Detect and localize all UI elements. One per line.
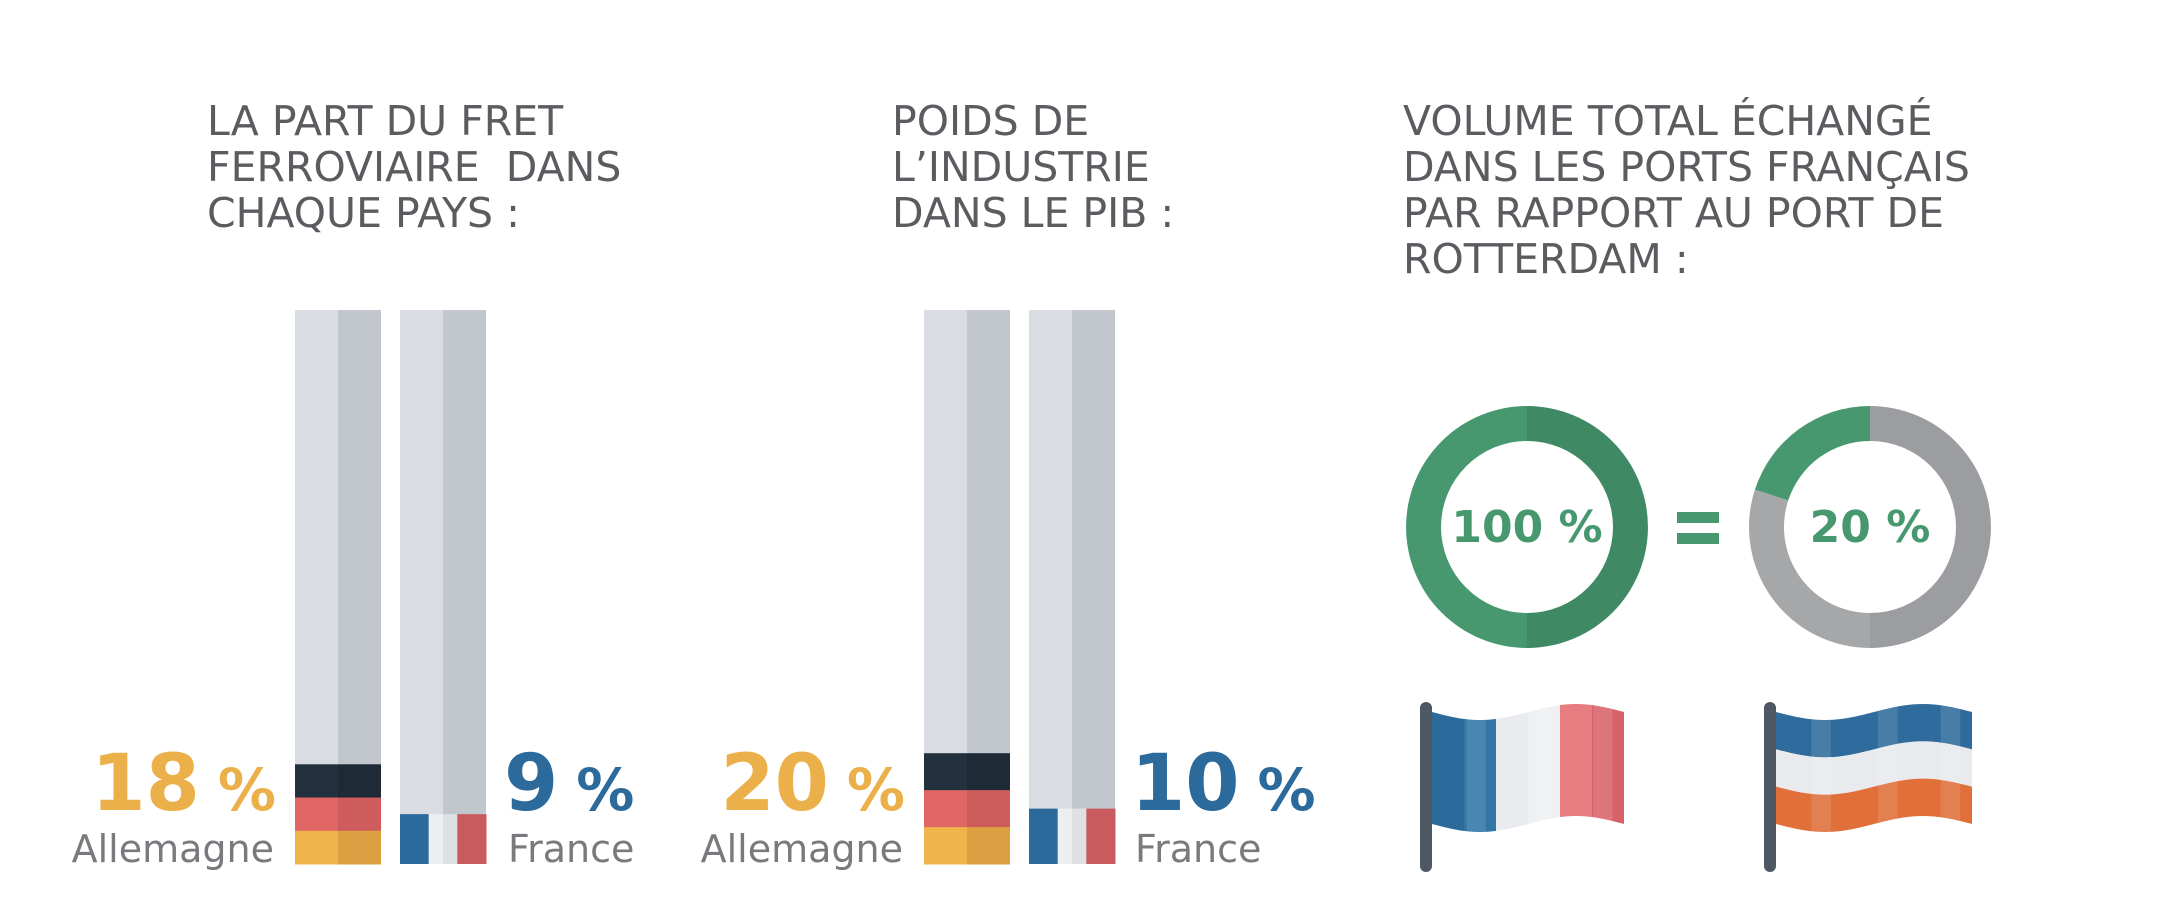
bar-track-shade xyxy=(443,310,486,864)
title-industry-gdp: POIDS DE L’INDUSTRIE DANS LE PIB : xyxy=(892,98,1174,236)
country-label-allemagne: Allemagne xyxy=(701,827,903,871)
netherlands-flag-icon xyxy=(1764,702,1972,872)
flag-stripe xyxy=(1496,712,1528,831)
value-unit: % xyxy=(218,756,276,824)
value-unit: % xyxy=(576,756,634,824)
flag-fold xyxy=(1940,704,1961,832)
flag-stripe xyxy=(428,814,458,864)
equals-sign: = xyxy=(1677,512,1719,544)
bar-track xyxy=(400,310,443,864)
equals-bar xyxy=(1677,533,1719,544)
flag-stripe xyxy=(967,753,1010,791)
donut-remainder xyxy=(1870,406,1991,648)
flag-stripe xyxy=(1776,704,1972,758)
flag-stripe xyxy=(1029,808,1059,864)
flag-stripe xyxy=(1776,741,1972,795)
value-unit: % xyxy=(847,756,905,824)
flag-stripe xyxy=(1592,705,1624,824)
flag-stripe xyxy=(1528,705,1560,824)
donut-slice xyxy=(1406,406,1527,648)
flag-stripe xyxy=(1086,808,1116,864)
flag-stripe xyxy=(924,753,967,791)
donut-label: 100 % xyxy=(1451,502,1602,553)
france-flag-icon xyxy=(1420,702,1624,872)
title-line: FERROVIAIRE DANS xyxy=(207,143,622,191)
donut-0: 100 % xyxy=(1406,406,1648,648)
flag-pole xyxy=(1764,702,1776,872)
title-line: CHAQUE PAYS : xyxy=(207,189,520,237)
value-number: 20 xyxy=(720,739,829,829)
title-line: PAR RAPPORT AU PORT DE xyxy=(1403,189,1944,237)
country-label-france: France xyxy=(1135,827,1261,871)
flag-stripe xyxy=(338,764,381,799)
donut-remainder xyxy=(1748,489,1870,648)
value-label-france: 10% xyxy=(1131,739,1316,829)
flag-shade xyxy=(443,814,486,864)
title-line: ROTTERDAM : xyxy=(1403,235,1689,283)
flag-fold xyxy=(1877,704,1898,832)
flag-stripe xyxy=(1432,712,1464,831)
flag-stripe xyxy=(967,790,1010,828)
flag-stripe xyxy=(457,814,487,864)
flag-stripe xyxy=(338,797,381,832)
value-label-allemagne: 18% xyxy=(91,739,276,829)
flag-fold xyxy=(1466,704,1486,832)
flag-stripe xyxy=(1776,778,1972,832)
value-label-allemagne: 20% xyxy=(720,739,905,829)
flag-stripe xyxy=(1464,718,1496,832)
title-line: VOLUME TOTAL ÉCHANGÉ xyxy=(1403,97,1933,145)
flag-stripe xyxy=(295,764,338,799)
bar-track-shade xyxy=(1072,310,1115,864)
equals-bar xyxy=(1677,512,1719,523)
title-line: DANS LE PIB : xyxy=(892,189,1175,237)
value-number: 9 xyxy=(504,739,558,829)
donut-slice xyxy=(1527,406,1648,648)
title-ports-volume: VOLUME TOTAL ÉCHANGÉ DANS LES PORTS FRANÇ… xyxy=(1403,98,1970,282)
bar-france xyxy=(400,310,487,864)
bar-track xyxy=(1029,310,1072,864)
flag-stripe xyxy=(1057,808,1087,864)
title-rail-freight: LA PART DU FRET FERROVIAIRE DANS CHAQUE PA… xyxy=(207,98,621,236)
flag-fold xyxy=(1811,704,1831,832)
flag-stripe xyxy=(295,797,338,832)
title-line: L’INDUSTRIE xyxy=(892,143,1150,191)
country-label-france: France xyxy=(508,827,634,871)
flag-fold xyxy=(1593,704,1613,832)
bar-allemagne xyxy=(924,310,1010,865)
flag-pole xyxy=(1420,702,1432,872)
donut-slice xyxy=(1754,406,1870,501)
value-unit: % xyxy=(1258,756,1316,824)
flag-stripe xyxy=(967,827,1010,865)
title-line: DANS LES PORTS FRANÇAIS xyxy=(1403,143,1970,191)
country-label-allemagne: Allemagne xyxy=(72,827,274,871)
bar-allemagne xyxy=(295,310,381,865)
flag-stripe xyxy=(1560,704,1592,818)
flag-stripe xyxy=(338,830,381,865)
donut-1: 20 % xyxy=(1748,406,1991,648)
bar-france xyxy=(1029,310,1116,864)
donut-chart: 100 % 20 % = xyxy=(1406,406,1991,648)
flag-fold xyxy=(1531,704,1552,832)
flag-stripe xyxy=(400,814,430,864)
flag-stripe xyxy=(924,790,967,828)
donut-label: 20 % xyxy=(1810,502,1931,553)
flag-shade xyxy=(1072,808,1115,864)
flag-stripe xyxy=(924,827,967,865)
flag-stripe xyxy=(295,830,338,865)
title-line: POIDS DE xyxy=(892,97,1090,145)
value-label-france: 9% xyxy=(504,739,634,829)
value-number: 18 xyxy=(91,739,200,829)
value-number: 10 xyxy=(1131,739,1240,829)
title-line: LA PART DU FRET xyxy=(207,97,564,145)
